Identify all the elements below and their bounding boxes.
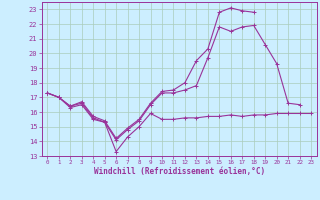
X-axis label: Windchill (Refroidissement éolien,°C): Windchill (Refroidissement éolien,°C) (94, 167, 265, 176)
